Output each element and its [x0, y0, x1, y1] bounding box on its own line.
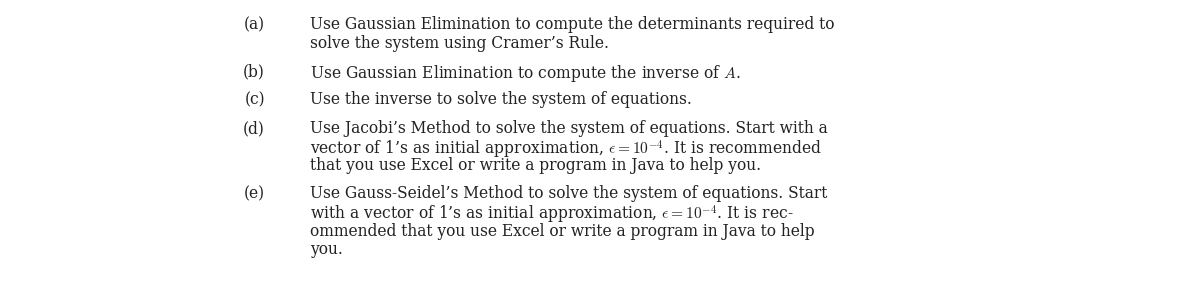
Text: Use the inverse to solve the system of equations.: Use the inverse to solve the system of e… [310, 91, 692, 109]
Text: (b): (b) [244, 63, 265, 80]
Text: (d): (d) [244, 120, 265, 137]
Text: Use Jacobi’s Method to solve the system of equations. Start with a: Use Jacobi’s Method to solve the system … [310, 120, 828, 137]
Text: ommended that you use Excel or write a program in Java to help: ommended that you use Excel or write a p… [310, 223, 815, 239]
Text: (c): (c) [245, 91, 265, 109]
Text: Use Gauss-Seidel’s Method to solve the system of equations. Start: Use Gauss-Seidel’s Method to solve the s… [310, 185, 827, 202]
Text: vector of 1’s as initial approximation, $\epsilon = 10^{-4}$. It is recommended: vector of 1’s as initial approximation, … [310, 138, 822, 161]
Text: with a vector of 1’s as initial approximation, $\epsilon = 10^{-4}$. It is rec-: with a vector of 1’s as initial approxim… [310, 204, 793, 226]
Text: Use Gaussian Elimination to compute the inverse of $A$.: Use Gaussian Elimination to compute the … [310, 63, 740, 84]
Text: (a): (a) [244, 16, 265, 33]
Text: Use Gaussian Elimination to compute the determinants required to: Use Gaussian Elimination to compute the … [310, 16, 834, 33]
Text: (e): (e) [244, 185, 265, 202]
Text: solve the system using Cramer’s Rule.: solve the system using Cramer’s Rule. [310, 34, 610, 51]
Text: that you use Excel or write a program in Java to help you.: that you use Excel or write a program in… [310, 157, 761, 174]
Text: you.: you. [310, 241, 343, 258]
